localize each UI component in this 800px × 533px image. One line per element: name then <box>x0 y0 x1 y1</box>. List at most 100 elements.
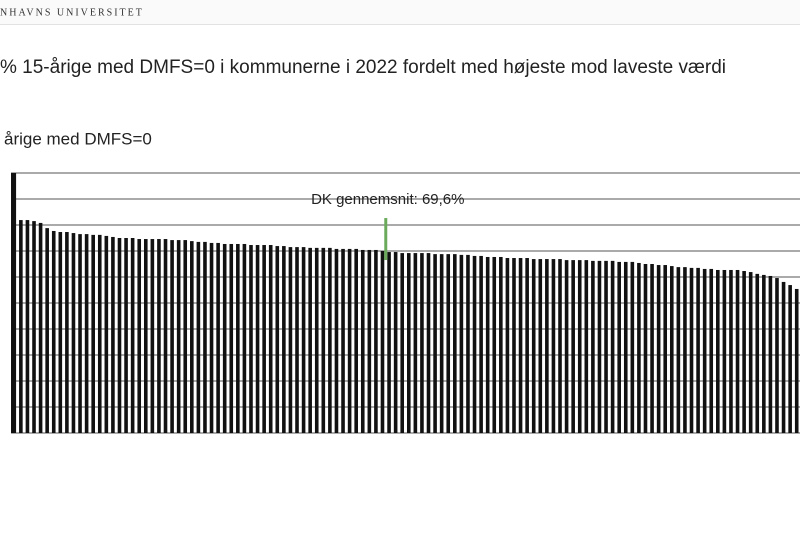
bar <box>196 241 201 433</box>
bar <box>459 254 464 433</box>
bar <box>722 269 727 433</box>
bar <box>571 260 575 433</box>
bar <box>170 240 174 433</box>
bar <box>334 248 339 433</box>
average-label: DK gennemsnit: 69,6% <box>311 191 464 208</box>
bar <box>51 230 56 433</box>
bar <box>453 254 457 433</box>
bar <box>301 247 306 433</box>
bar <box>518 258 523 433</box>
bar <box>124 238 128 433</box>
bar <box>176 240 181 433</box>
brand: NHAVNS UNIVERSITET <box>0 7 144 18</box>
bar <box>637 262 641 433</box>
bar <box>117 238 122 433</box>
bar <box>702 268 707 433</box>
bar <box>268 245 273 433</box>
bar <box>45 228 49 433</box>
bar <box>729 269 733 433</box>
y-axis-label: årige med DMFS=0 <box>4 129 152 148</box>
bar <box>512 258 516 433</box>
bar <box>551 259 556 433</box>
chart-title: % 15-årige med DMFS=0 i kommunerne i 202… <box>0 57 726 78</box>
bar <box>669 266 674 433</box>
bar <box>781 281 786 433</box>
bar <box>499 256 503 433</box>
bar <box>505 258 510 433</box>
bar <box>242 243 247 433</box>
bar <box>466 254 470 433</box>
bar <box>157 239 161 433</box>
bar <box>584 260 589 433</box>
bar <box>262 245 266 433</box>
bar <box>617 261 621 433</box>
bar <box>794 288 799 433</box>
bar <box>643 264 648 433</box>
bar <box>308 247 312 433</box>
bar <box>150 239 155 433</box>
bar <box>380 251 385 433</box>
bar <box>762 274 766 433</box>
bar <box>19 220 23 433</box>
bar <box>400 253 405 433</box>
bar <box>748 272 753 433</box>
bar <box>709 268 714 433</box>
bar <box>406 253 411 433</box>
bar <box>367 249 372 433</box>
bar <box>775 278 779 433</box>
bar <box>163 239 168 433</box>
bar <box>479 255 483 433</box>
bar <box>420 253 424 433</box>
bar <box>137 239 142 433</box>
bar <box>111 236 115 433</box>
bar <box>472 255 477 433</box>
bar <box>433 254 437 433</box>
bar <box>597 260 602 433</box>
bar <box>663 265 668 433</box>
bar <box>209 242 214 433</box>
bar <box>229 243 234 433</box>
bar <box>439 254 444 433</box>
bar <box>328 247 332 433</box>
bar <box>683 267 687 433</box>
bar <box>84 234 89 433</box>
bar <box>689 267 694 433</box>
bar <box>610 260 615 433</box>
bar <box>203 241 207 433</box>
bar <box>426 253 431 433</box>
bar <box>12 173 17 433</box>
bar <box>360 249 365 433</box>
bar <box>676 267 681 433</box>
bar <box>354 248 358 433</box>
bar <box>38 222 43 433</box>
bar <box>321 247 326 433</box>
bar <box>130 238 135 433</box>
bar <box>492 256 497 433</box>
bar <box>58 232 63 433</box>
bar <box>65 232 69 433</box>
bar <box>577 260 582 433</box>
bar <box>604 260 608 433</box>
bar <box>288 247 293 433</box>
bar <box>190 241 194 433</box>
bar <box>97 234 102 433</box>
bar <box>755 273 760 433</box>
bar <box>295 247 299 433</box>
bar <box>591 260 595 433</box>
bar <box>143 239 148 433</box>
bar <box>531 259 536 433</box>
bar <box>314 247 319 433</box>
bar <box>446 254 451 433</box>
bar <box>742 271 746 433</box>
bar <box>387 252 391 433</box>
bar <box>768 275 773 433</box>
bar <box>564 260 569 433</box>
bar <box>696 267 700 433</box>
bar <box>71 233 76 433</box>
bar <box>716 269 720 433</box>
bar <box>183 240 188 433</box>
bar <box>32 221 36 433</box>
bar <box>558 259 562 433</box>
bar <box>393 252 398 433</box>
